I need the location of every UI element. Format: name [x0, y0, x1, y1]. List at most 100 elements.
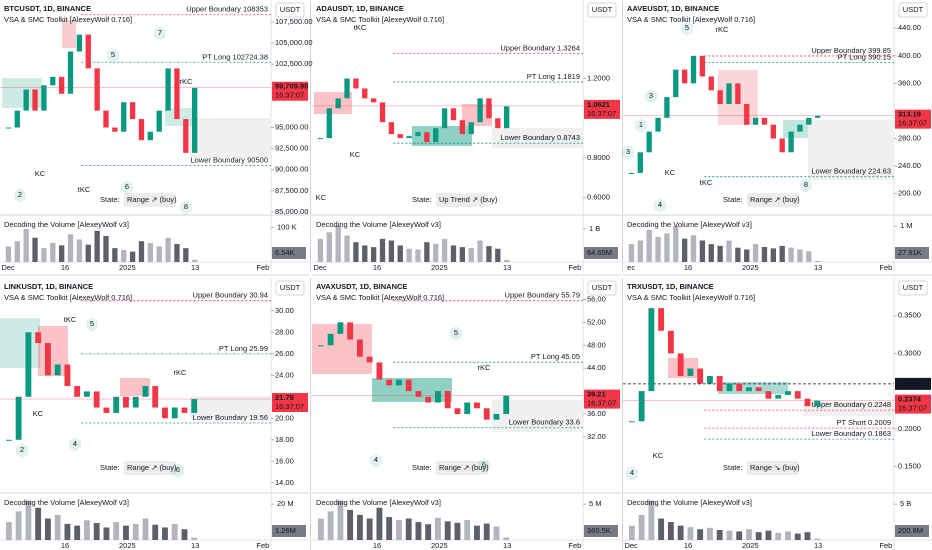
volume-bar: [337, 500, 344, 540]
volume-bar: [736, 531, 743, 540]
annotation-label: Upper Boundary 0.2248: [811, 400, 891, 409]
chart-marker: tKC: [354, 23, 367, 32]
chart-marker: 7: [158, 28, 162, 37]
volume-bar: [486, 246, 492, 262]
indicator-name: VSA & SMC Toolkit [AlexeyWolf 0.716]: [4, 15, 132, 24]
zone: [808, 120, 893, 180]
candle: [424, 132, 430, 143]
candle: [690, 55, 697, 84]
candle: [806, 117, 812, 125]
y-tick-label: 360.00: [898, 78, 921, 87]
candle: [83, 391, 90, 397]
volume-bar: [162, 527, 168, 540]
state-value: Range ↘ (buy): [750, 463, 800, 472]
volume-bar: [123, 525, 129, 540]
level-label: 0.2596: [898, 379, 921, 388]
candle: [646, 131, 652, 153]
y-tick-label: 26.00: [275, 349, 294, 358]
wave-badge: [14, 188, 26, 203]
volume-bar: [44, 518, 51, 540]
x-tick-label: 13: [814, 541, 822, 550]
volume-bar: [761, 246, 768, 262]
x-tick-label: Dec: [1, 263, 15, 272]
chart-marker: tKC: [700, 178, 713, 187]
wave-badge: [635, 118, 647, 133]
candle: [379, 102, 386, 123]
candle: [708, 76, 714, 91]
candle: [638, 391, 645, 422]
y-tick-label: 440.00: [898, 23, 921, 32]
volume-bar: [814, 538, 821, 540]
volume-bar: [503, 537, 510, 540]
candle: [58, 76, 65, 94]
volume-bar: [171, 523, 178, 540]
y-tick-label: 0.3500: [898, 311, 921, 320]
candle: [752, 117, 759, 125]
annotation-label: Lower Boundary 0.8743: [500, 133, 580, 142]
volume-bar: [362, 245, 368, 262]
volume-label: 27.91K: [898, 248, 922, 257]
volume-bar: [152, 524, 159, 540]
volume-bar: [779, 245, 785, 262]
x-tick-label: Dec: [313, 263, 327, 272]
volume-label: 1.26M: [275, 526, 296, 535]
chart-title: ADAUSDT, 1D, BINANCE: [316, 4, 404, 13]
chart-title: LINKUSDT, 1D, BINANCE: [4, 282, 93, 291]
state-box: [747, 193, 799, 207]
candle: [35, 332, 42, 344]
wave-badge: [370, 453, 382, 468]
wave-badge: [800, 178, 812, 193]
price-timer: 16:37:07: [275, 402, 304, 411]
candle: [147, 131, 154, 141]
state-value: Range ↗ (buy): [127, 463, 177, 472]
y-tick-label: 56.00: [587, 294, 606, 303]
volume-bar: [468, 248, 474, 262]
volume-tick-label: 1 B: [589, 224, 600, 233]
volume-bar: [504, 259, 510, 262]
zone: [38, 326, 68, 376]
candle: [50, 76, 56, 86]
y-tick-label: 102,500.00: [275, 59, 313, 68]
volume-bar: [32, 237, 38, 262]
y-tick-label: 36.00: [587, 409, 606, 418]
chart-panel: 440.00 400.00 360.00 280.00 240.00 200.00 Uppe…: [622, 0, 932, 276]
candle: [468, 122, 474, 135]
volume-bar: [397, 245, 403, 262]
annotation-label: Upper Boundary 108353: [186, 5, 268, 14]
zone: [0, 318, 40, 368]
candle: [129, 102, 136, 120]
volume-bar: [85, 244, 91, 262]
volume-bar: [181, 529, 188, 540]
candle: [344, 78, 350, 99]
y-tick-label: 16.00: [275, 456, 294, 465]
state-label: State:: [100, 195, 120, 204]
price-timer: 16:37:07: [275, 91, 304, 100]
volume-bar: [326, 232, 332, 262]
volume-bar: [687, 527, 694, 540]
annotation-label: PT Long 25.99: [219, 344, 268, 353]
candle: [717, 90, 723, 105]
candle: [123, 396, 129, 408]
chart-marker: KC: [316, 193, 327, 202]
annotation-label: PT Long 45.05: [531, 352, 580, 361]
annotation-label: Lower Boundary 90500: [190, 155, 268, 164]
volume-bar: [121, 249, 127, 262]
candle: [406, 136, 412, 139]
candle: [464, 402, 471, 414]
price-label: 0.2374: [898, 395, 922, 404]
chart-panel: 1.2000 0.8000 0.6000 Upper Boundary 1.3264 P…: [312, 0, 623, 276]
candle: [804, 398, 811, 407]
volume-bar: [74, 525, 81, 540]
chart-marker: tKC: [78, 185, 91, 194]
candle: [41, 85, 47, 111]
candle: [655, 117, 661, 132]
y-tick-label: 400.00: [898, 51, 921, 60]
state-label: State:: [100, 463, 120, 472]
candle: [744, 104, 750, 125]
candle: [337, 322, 344, 334]
wave-badge: [622, 145, 634, 160]
candle: [397, 134, 403, 139]
candle: [23, 89, 29, 111]
y-tick-label: 92,500.00: [275, 144, 308, 153]
volume-bar: [806, 251, 812, 262]
